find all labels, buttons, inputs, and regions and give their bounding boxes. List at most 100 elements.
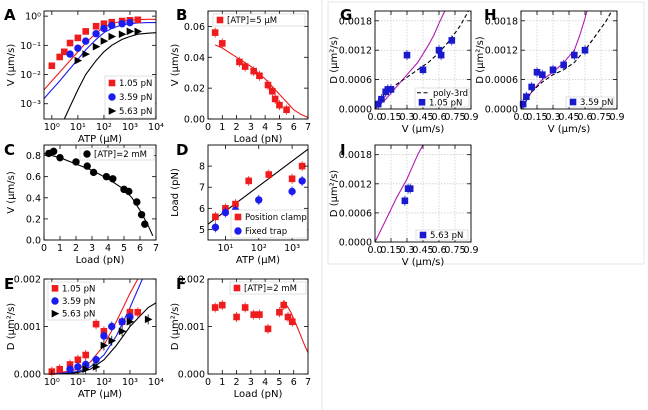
data-point bbox=[560, 61, 567, 69]
y-axis-label: D (μm²/s) bbox=[170, 303, 181, 350]
data-point bbox=[571, 51, 578, 59]
data-point bbox=[102, 172, 111, 181]
data-point bbox=[74, 56, 83, 65]
data-point bbox=[232, 200, 239, 208]
y-tick-label: 6 bbox=[199, 204, 205, 215]
legend-marker bbox=[569, 98, 577, 106]
data-point bbox=[56, 153, 64, 162]
data-point bbox=[74, 356, 82, 364]
x-tick-label: 4 bbox=[105, 243, 111, 254]
x-tick-label: 0.45 bbox=[412, 245, 433, 256]
data-point bbox=[288, 318, 296, 326]
legend-label: Fixed trap bbox=[245, 227, 287, 237]
y-tick-label: 0.06 bbox=[184, 22, 205, 33]
x-tick-label: 0.0 bbox=[367, 112, 382, 123]
panel-d: 10¹ 10² 10³ 5 6 7 8 ATP (μM) Load (pN) D Position … bbox=[170, 141, 309, 266]
data-point bbox=[284, 313, 292, 321]
data-point bbox=[134, 27, 143, 36]
legend-marker bbox=[108, 107, 117, 115]
panel-i: 0.00.150.30.450.60.750.9 0.0000 0.0006 0.00… bbox=[329, 141, 479, 268]
x-tick-label: 0.75 bbox=[444, 112, 465, 123]
x-axis-label: V (μm/s) bbox=[402, 257, 445, 268]
x-tick-label: 0 bbox=[41, 243, 47, 254]
legend-marker bbox=[234, 227, 242, 235]
data-point bbox=[133, 198, 141, 206]
data-point bbox=[56, 53, 63, 61]
x-tick-label: 5 bbox=[276, 122, 282, 133]
data-point bbox=[56, 365, 63, 373]
legend-marker bbox=[234, 213, 242, 221]
y-tick-label: 8 bbox=[199, 162, 205, 173]
x-tick-label: 10² bbox=[96, 377, 112, 388]
data-point bbox=[100, 37, 109, 45]
panel-g: 0.00.150.30.450.60.750.9 0.0000 0.0006 0.00… bbox=[329, 6, 479, 135]
x-tick-label: 0.6 bbox=[577, 112, 592, 123]
y-tick-label: 10⁻² bbox=[20, 70, 41, 81]
data-point bbox=[211, 304, 219, 311]
data-point bbox=[378, 95, 385, 103]
data-point bbox=[82, 351, 90, 359]
data-point bbox=[387, 86, 395, 93]
x-tick-label: 10³ bbox=[122, 377, 138, 388]
data-point bbox=[403, 51, 411, 59]
data-point bbox=[256, 72, 263, 80]
x-axis-label: Load (pN) bbox=[234, 389, 283, 400]
legend-label: 5.63 pN bbox=[119, 107, 152, 117]
data-point bbox=[48, 62, 56, 70]
data-point bbox=[134, 16, 142, 24]
legend-box bbox=[415, 229, 469, 241]
y-tick-label: 10⁻³ bbox=[20, 99, 41, 110]
data-point bbox=[581, 46, 589, 54]
y-axis-label: V (μm/s) bbox=[170, 44, 181, 87]
data-point bbox=[118, 327, 127, 336]
x-tick-label: 0.3 bbox=[545, 112, 560, 123]
data-point bbox=[92, 42, 101, 51]
legend-marker bbox=[233, 284, 241, 292]
axes-frame bbox=[207, 144, 309, 241]
y-tick-label: 0.0012 bbox=[339, 46, 372, 57]
x-axis-label: Load (pN) bbox=[76, 255, 125, 266]
data-point bbox=[72, 158, 80, 166]
y-tick-label: 0.04 bbox=[184, 53, 205, 64]
x-tick-label: 0.75 bbox=[590, 112, 611, 123]
x-tick-label: 10³ bbox=[122, 122, 138, 133]
x-tick-label: 0.6 bbox=[431, 245, 446, 256]
data-point bbox=[118, 30, 127, 39]
x-tick-label: 0.15 bbox=[526, 112, 547, 123]
x-tick-label: 3 bbox=[248, 122, 254, 133]
x-tick-label: 0.9 bbox=[463, 112, 478, 123]
panel-f: 0 1 2 3 4 5 6 7 0.000 0.001 0.002 Load (pN) D (μm²/s… bbox=[170, 275, 311, 401]
data-point bbox=[250, 311, 258, 318]
y-tick-label: 0.002 bbox=[178, 275, 205, 286]
y-tick-label: 0.0000 bbox=[339, 105, 372, 116]
y-tick-label: 5 bbox=[199, 225, 205, 236]
x-tick-label: 0.45 bbox=[558, 112, 579, 123]
data-point bbox=[74, 363, 82, 371]
data-point bbox=[126, 317, 135, 326]
x-tick-label: 4 bbox=[262, 122, 268, 133]
y-axis-label: D (μm²/s) bbox=[329, 170, 340, 217]
x-tick-label: 3 bbox=[89, 243, 95, 254]
data-point bbox=[92, 356, 100, 364]
data-point bbox=[60, 48, 68, 56]
data-point bbox=[89, 168, 98, 177]
legend-box bbox=[79, 147, 155, 161]
x-tick-label: 0.3 bbox=[399, 245, 414, 256]
axes-frame bbox=[207, 10, 309, 120]
x-tick-label: 0 bbox=[205, 122, 211, 133]
data-point bbox=[49, 147, 58, 156]
data-point bbox=[256, 311, 263, 318]
fit-curve bbox=[521, 11, 613, 109]
legend-label: Position clamp bbox=[245, 213, 307, 223]
data-point bbox=[211, 223, 220, 232]
legend-marker bbox=[419, 231, 427, 239]
data-point bbox=[82, 365, 91, 374]
panel-label: G bbox=[340, 6, 352, 24]
data-point bbox=[218, 40, 226, 47]
y-tick-label: 0.0006 bbox=[339, 208, 372, 219]
data-point bbox=[125, 187, 133, 196]
x-tick-label: 10⁰ bbox=[44, 377, 60, 388]
data-point bbox=[66, 39, 74, 47]
data-point bbox=[288, 187, 296, 196]
